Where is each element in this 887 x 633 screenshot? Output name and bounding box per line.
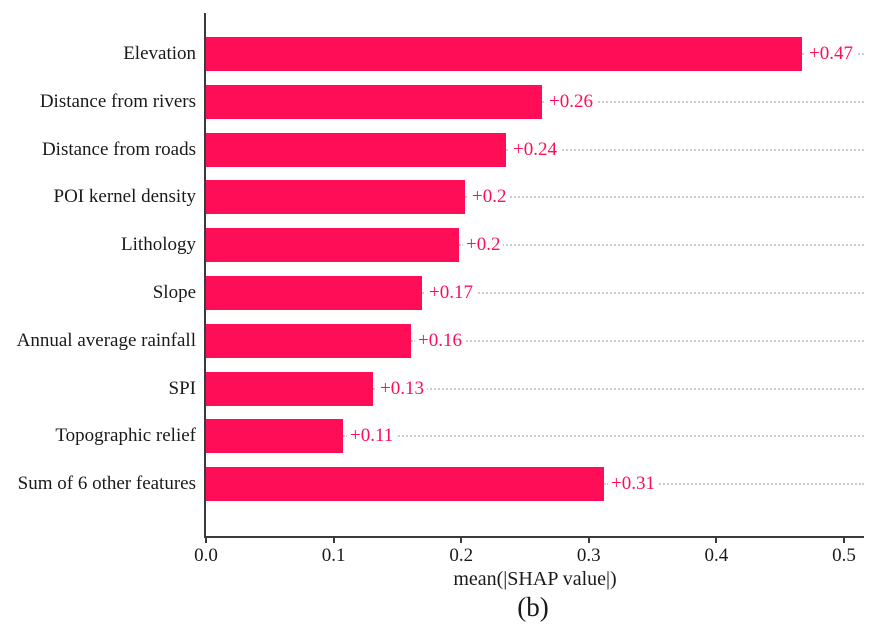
bar <box>206 132 506 167</box>
x-tick-label: 0.2 <box>449 545 474 566</box>
value-label: +0.24 <box>510 136 560 163</box>
category-label: Distance from roads <box>41 138 196 160</box>
bar <box>206 37 802 71</box>
category-label: SPI <box>168 377 196 399</box>
value-label: +0.2 <box>463 232 504 259</box>
category-label: Lithology <box>121 234 196 256</box>
x-tick-label: 0.0 <box>194 545 218 566</box>
row-gridline <box>343 435 864 438</box>
bar <box>206 84 542 119</box>
bar <box>206 371 373 406</box>
bar <box>206 419 343 454</box>
row-gridline <box>422 292 864 294</box>
row-gridline <box>373 387 864 390</box>
value-label: +0.26 <box>546 88 596 115</box>
value-label: +0.16 <box>415 327 465 354</box>
value-label: +0.31 <box>608 471 658 498</box>
bar <box>206 180 465 215</box>
row-gridline <box>506 148 864 151</box>
value-label: +0.13 <box>377 375 427 402</box>
value-label: +0.17 <box>426 280 476 306</box>
row-gridline <box>542 100 864 103</box>
category-label: Annual average rainfall <box>16 329 196 351</box>
x-tick-mark <box>205 536 207 543</box>
bar <box>206 228 459 263</box>
category-label: Distance from rivers <box>39 90 196 112</box>
category-label: Topographic relief <box>55 425 196 447</box>
row-gridline <box>465 196 864 199</box>
x-tick-label: 0.1 <box>321 545 346 566</box>
figure-caption: (b) <box>517 592 549 622</box>
x-tick-mark <box>460 536 463 543</box>
bar <box>206 323 411 358</box>
plot-area: Elevation +0.47 Distance from rivers +0.26 D… <box>17 13 864 590</box>
x-tick-label: 0.3 <box>576 545 601 566</box>
bar <box>206 467 604 502</box>
value-label: +0.2 <box>469 184 510 211</box>
category-label: Sum of 6 other features <box>17 473 196 495</box>
x-tick-label: 0.5 <box>832 545 856 566</box>
bar <box>206 276 422 310</box>
category-label: Slope <box>152 282 196 303</box>
row-gridline <box>459 244 864 247</box>
category-label: POI kernel density <box>53 186 196 208</box>
row-gridline <box>604 483 864 486</box>
category-label: Elevation <box>123 43 196 64</box>
x-tick-mark <box>843 536 845 543</box>
x-tick-label: 0.4 <box>704 545 729 566</box>
value-label: +0.47 <box>806 41 856 67</box>
value-label: +0.11 <box>347 423 397 450</box>
x-tick-mark <box>715 536 718 543</box>
x-tick-mark <box>587 536 590 543</box>
x-tick-mark <box>332 536 335 543</box>
x-axis-label: mean(|SHAP value|) <box>453 568 617 590</box>
row-gridline <box>411 339 864 342</box>
